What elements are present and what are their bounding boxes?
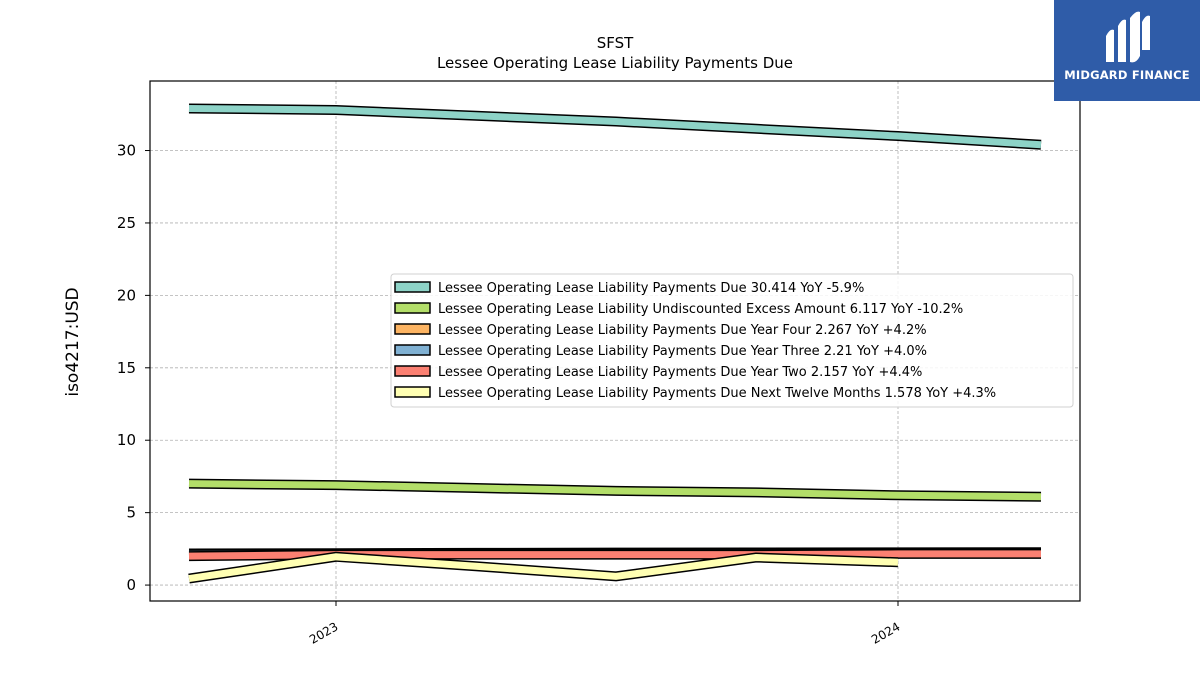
logo-text: MIDGARD FINANCE [1064, 68, 1190, 82]
x-tick-label: 2023 [307, 619, 340, 646]
y-tick-label: 10 [117, 431, 136, 449]
legend-swatch [394, 302, 431, 314]
legend-swatch [394, 281, 431, 293]
y-tick-label: 15 [117, 359, 136, 377]
legend-swatch [394, 386, 431, 398]
legend-swatch [394, 344, 431, 356]
y-tick-label: 30 [117, 142, 136, 160]
y-axis-label: iso4217:USD [63, 287, 83, 396]
legend-swatch [394, 323, 431, 335]
y-ticks: 0 5 10 15 20 25 30 [117, 142, 150, 594]
legend-entry: Lessee Operating Lease Liability Payment… [438, 281, 864, 296]
y-tick-label: 20 [117, 286, 136, 304]
y-tick-label: 0 [126, 576, 136, 594]
chart-subtitle: Lessee Operating Lease Liability Payment… [437, 54, 793, 72]
series-line [188, 105, 1042, 149]
legend-swatch [394, 365, 431, 377]
legend-entry: Lessee Operating Lease Liability Payment… [438, 365, 922, 380]
plot-frame [149, 80, 1081, 602]
series-layer [188, 103, 1042, 584]
legend-entry: Lessee Operating Lease Liability Payment… [438, 386, 996, 401]
chart-title: SFST [597, 34, 634, 52]
y-tick-label: 25 [117, 214, 136, 232]
legend-entry: Lessee Operating Lease Liability Payment… [438, 344, 927, 359]
legend-entry: Lessee Operating Lease Liability Payment… [438, 323, 927, 338]
legend: Lessee Operating Lease Liability Payment… [390, 273, 1074, 408]
series-line [188, 480, 1042, 501]
x-ticks: 2023 2024 [307, 601, 903, 647]
y-tick-label: 5 [126, 504, 136, 522]
legend-entry: Lessee Operating Lease Liability Undisco… [438, 302, 963, 317]
series-line [188, 553, 899, 583]
legend-box [390, 273, 1074, 408]
x-tick-label: 2024 [869, 619, 902, 646]
logo: MIDGARD FINANCE [1054, 0, 1200, 101]
logo-mark-icon [1106, 11, 1150, 63]
